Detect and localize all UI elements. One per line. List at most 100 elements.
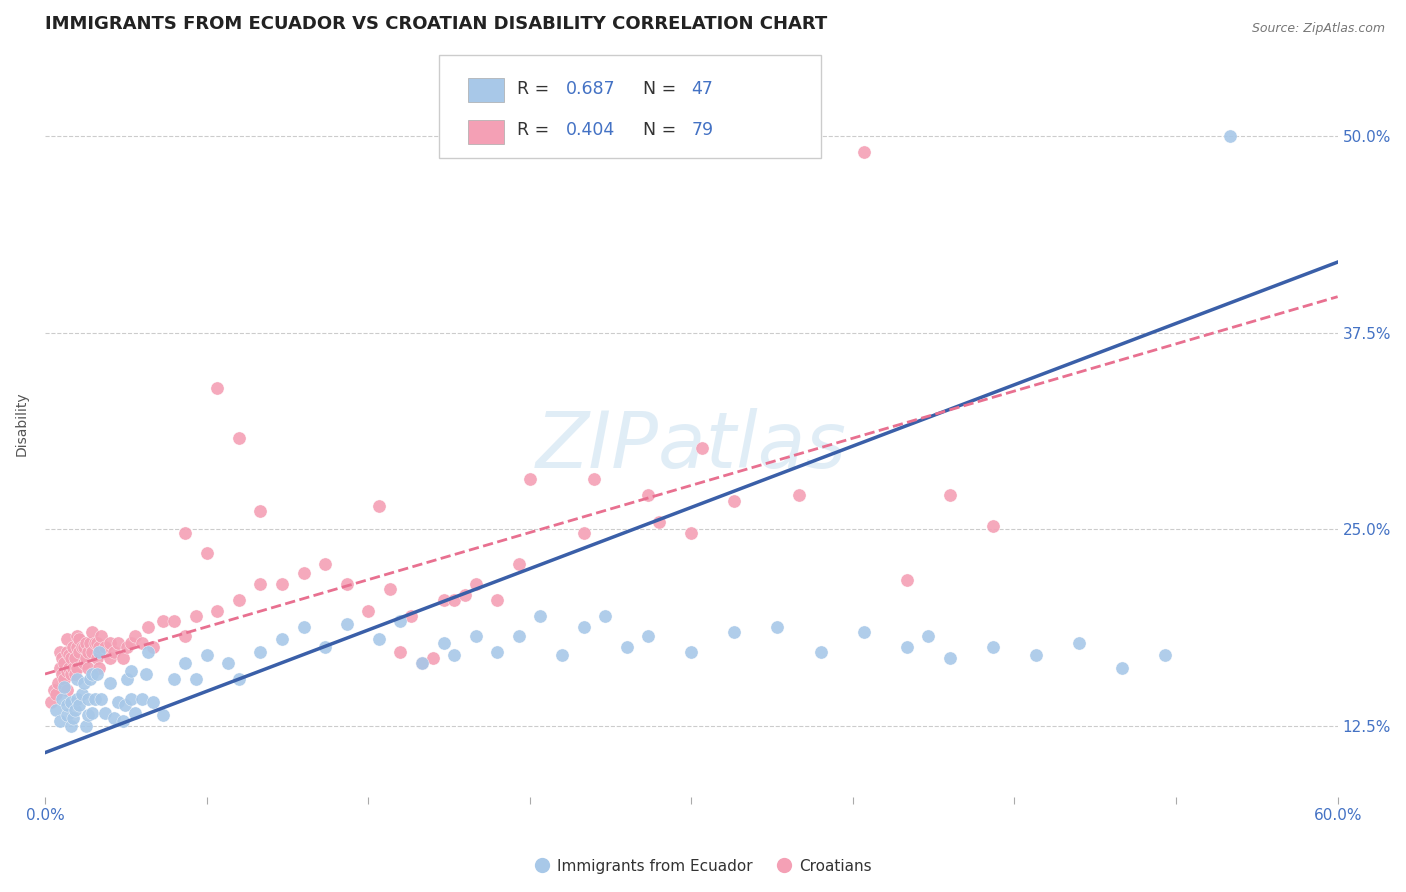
Point: [98, 635, 121, 649]
Point: [83, 635, 105, 649]
Point: [852, 145, 875, 159]
Point: [399, 608, 422, 623]
Y-axis label: Disability: Disability: [15, 391, 30, 456]
Point: [174, 525, 197, 540]
Point: [443, 648, 465, 662]
Point: [115, 640, 138, 655]
Point: [46, 676, 69, 690]
Point: [111, 651, 134, 665]
Point: [120, 692, 142, 706]
Point: [77, 692, 100, 706]
Point: [77, 645, 100, 659]
Point: [939, 651, 962, 665]
Point: [66, 661, 89, 675]
Point: [389, 645, 412, 659]
Point: [59, 651, 82, 665]
Point: [336, 577, 359, 591]
Point: [583, 472, 606, 486]
Point: [138, 620, 160, 634]
Point: [75, 651, 97, 665]
Point: [115, 672, 138, 686]
Point: [94, 706, 117, 721]
Point: [637, 488, 659, 502]
Point: [292, 620, 315, 634]
Point: [648, 515, 671, 529]
Point: [529, 608, 551, 623]
Point: [62, 640, 84, 655]
Point: [616, 640, 638, 655]
FancyBboxPatch shape: [468, 78, 503, 103]
Point: [174, 629, 197, 643]
Point: [207, 381, 229, 395]
Point: [49, 714, 72, 729]
Point: [131, 692, 153, 706]
Point: [981, 519, 1004, 533]
Point: [70, 688, 93, 702]
Text: 0.404: 0.404: [567, 121, 616, 139]
Point: [896, 573, 918, 587]
Point: [411, 656, 433, 670]
Point: [981, 640, 1004, 655]
Point: [939, 488, 962, 502]
Point: [271, 577, 294, 591]
Point: [63, 703, 86, 717]
Point: [51, 651, 73, 665]
Point: [411, 656, 433, 670]
Point: [87, 645, 110, 659]
Point: [59, 695, 82, 709]
Point: [69, 632, 91, 647]
Point: [90, 692, 112, 706]
Point: [163, 614, 186, 628]
Point: [111, 714, 134, 729]
Point: [45, 703, 67, 717]
Text: R =: R =: [517, 79, 554, 97]
Point: [124, 629, 146, 643]
Point: [184, 672, 207, 686]
Point: [464, 629, 486, 643]
Point: [98, 676, 121, 690]
Point: [454, 589, 477, 603]
Point: [593, 608, 616, 623]
Point: [79, 635, 101, 649]
Point: [787, 488, 810, 502]
Point: [723, 494, 745, 508]
Point: [82, 645, 104, 659]
Point: [42, 682, 65, 697]
Point: [389, 614, 412, 628]
Point: [1025, 648, 1047, 662]
Point: [486, 645, 509, 659]
Point: [314, 557, 336, 571]
Point: [195, 648, 218, 662]
Point: [87, 661, 110, 675]
Point: [336, 616, 359, 631]
Point: [271, 632, 294, 647]
Point: [107, 635, 129, 649]
Point: [86, 635, 108, 649]
Point: [73, 656, 96, 670]
Text: 47: 47: [692, 79, 713, 97]
Point: [174, 656, 197, 670]
FancyBboxPatch shape: [439, 55, 821, 158]
Text: ZIPatlas: ZIPatlas: [536, 408, 846, 483]
Point: [1219, 129, 1241, 144]
Point: [508, 629, 530, 643]
Point: [59, 667, 82, 681]
Point: [53, 680, 76, 694]
Point: [114, 698, 136, 713]
Point: [551, 648, 574, 662]
Point: [75, 635, 97, 649]
Point: [422, 651, 444, 665]
Point: [63, 667, 86, 681]
Point: [82, 667, 104, 681]
Point: [228, 672, 250, 686]
Point: [1111, 661, 1133, 675]
Point: [131, 635, 153, 649]
Point: [249, 645, 271, 659]
Point: [66, 629, 89, 643]
Point: [508, 557, 530, 571]
Point: [120, 635, 142, 649]
Point: [41, 695, 63, 709]
Point: [73, 676, 96, 690]
Point: [82, 624, 104, 639]
Point: [367, 499, 389, 513]
